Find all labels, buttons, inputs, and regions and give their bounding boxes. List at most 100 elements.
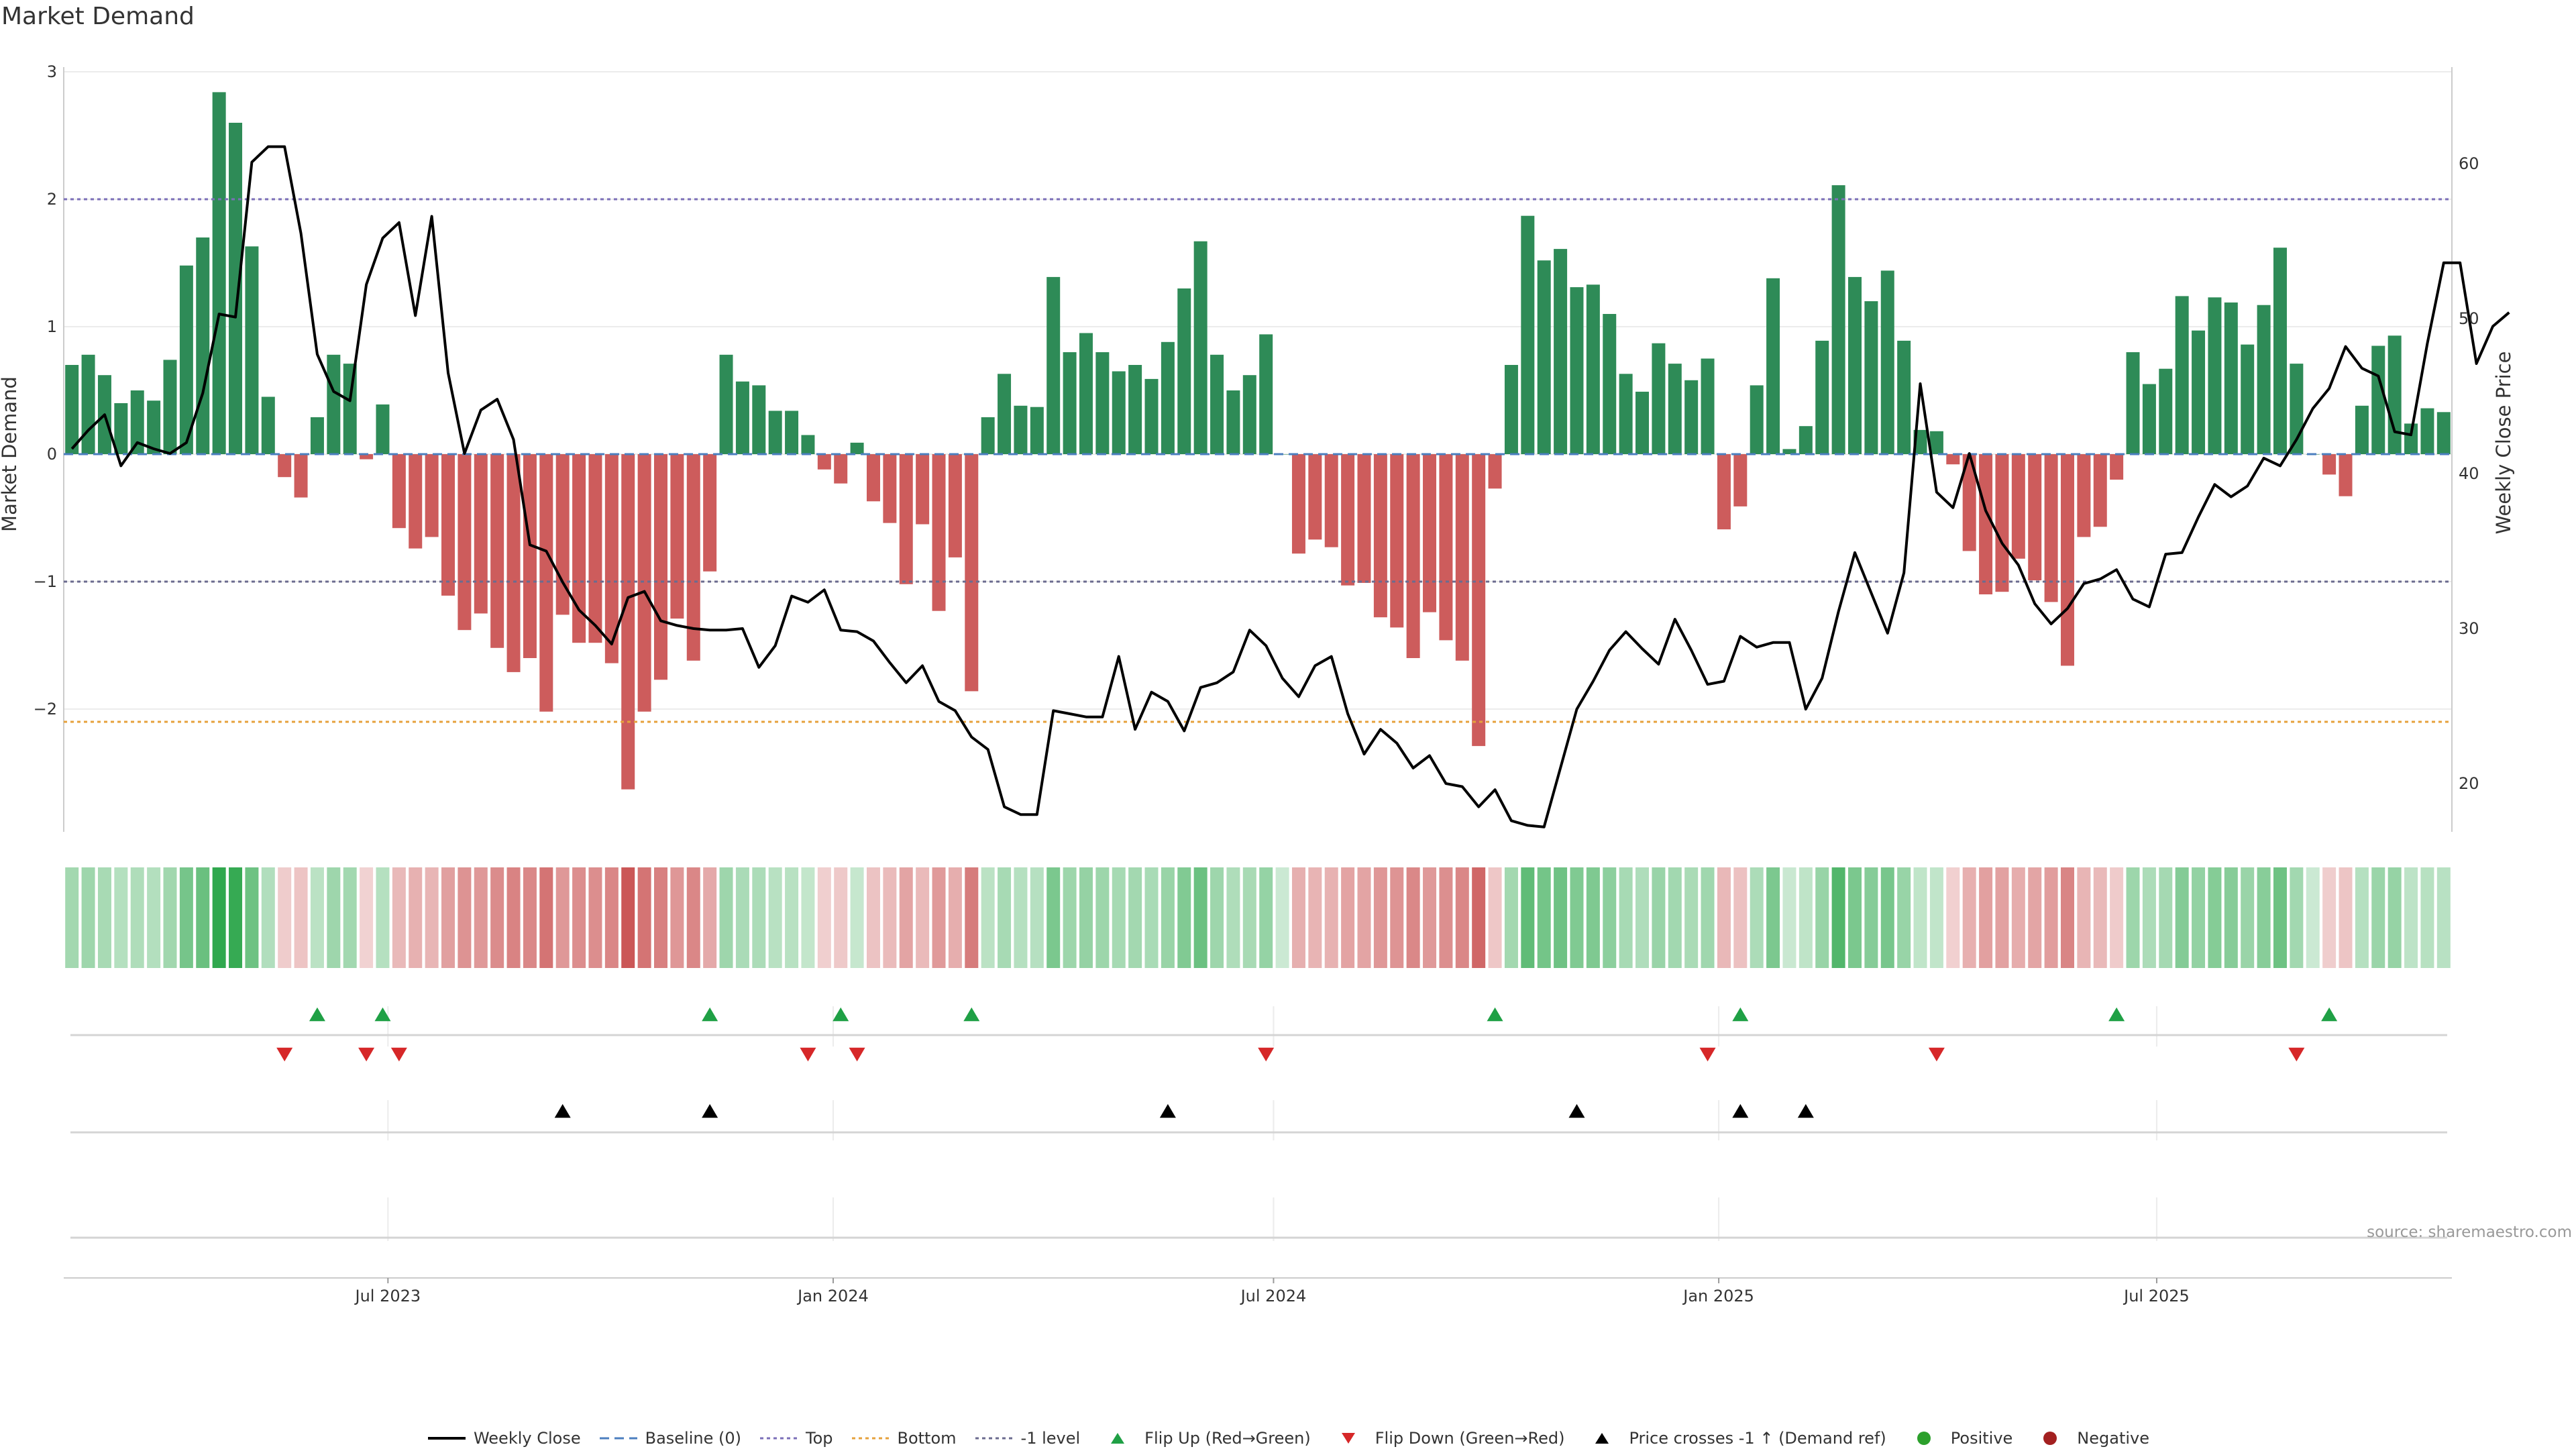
demand-bar bbox=[392, 454, 406, 529]
heat-cell bbox=[1521, 867, 1535, 968]
heat-cell bbox=[719, 867, 733, 968]
heat-cell bbox=[1864, 867, 1878, 968]
demand-bar bbox=[1095, 352, 1110, 454]
demand-bar bbox=[1668, 364, 1682, 454]
heat-cell bbox=[1603, 867, 1617, 968]
heat-cell bbox=[1635, 867, 1650, 968]
demand-bar bbox=[2436, 412, 2451, 454]
heat-cell bbox=[1455, 867, 1469, 968]
demand-bar bbox=[2339, 454, 2353, 496]
heat-cell bbox=[588, 867, 602, 968]
heat-cell bbox=[555, 867, 570, 968]
demand-bar bbox=[1046, 276, 1061, 454]
heat-cell bbox=[735, 867, 749, 968]
demand-bar bbox=[834, 454, 848, 484]
demand-bar bbox=[2060, 454, 2074, 666]
price-cross-marker bbox=[1797, 1104, 1814, 1118]
heat-cell bbox=[2093, 867, 2107, 968]
demand-bar bbox=[1259, 334, 1273, 454]
demand-bar bbox=[2387, 335, 2402, 454]
legend-swatch bbox=[975, 1437, 1013, 1440]
heat-cell bbox=[1095, 867, 1110, 968]
heat-cell bbox=[1946, 867, 1960, 968]
legend-item: Negative bbox=[2030, 1429, 2149, 1448]
legend-swatch bbox=[1595, 1433, 1609, 1444]
heat-cell bbox=[1423, 867, 1437, 968]
heat-cell bbox=[1913, 867, 1927, 968]
demand-bar bbox=[916, 454, 930, 525]
heat-cell bbox=[1766, 867, 1780, 968]
demand-bar bbox=[327, 354, 341, 454]
demand-bar bbox=[1014, 405, 1028, 454]
heat-cell bbox=[834, 867, 848, 968]
demand-bar bbox=[360, 454, 374, 460]
heat-cell bbox=[490, 867, 504, 968]
heat-cell bbox=[686, 867, 700, 968]
demand-bar bbox=[2044, 454, 2058, 602]
heat-cell bbox=[2126, 867, 2140, 968]
flip-down-marker bbox=[276, 1047, 293, 1062]
legend-swatch bbox=[1341, 1433, 1355, 1444]
demand-bar bbox=[1799, 426, 1813, 454]
demand-bar bbox=[1455, 454, 1469, 661]
demand-bar bbox=[114, 403, 128, 454]
heat-cell bbox=[817, 867, 831, 968]
demand-bar bbox=[1144, 378, 1159, 454]
flip-up-marker bbox=[1732, 1007, 1749, 1022]
legend-item: Weekly Close bbox=[427, 1429, 581, 1448]
demand-bar bbox=[1995, 454, 2009, 592]
heat-cell bbox=[703, 867, 717, 968]
heat-cell bbox=[2142, 867, 2156, 968]
heat-cell bbox=[768, 867, 782, 968]
demand-bar bbox=[506, 454, 521, 672]
heat-cell bbox=[1177, 867, 1191, 968]
legend-item: Top bbox=[759, 1429, 833, 1448]
heat-cell bbox=[1193, 867, 1208, 968]
heat-cell bbox=[899, 867, 913, 968]
demand-bar bbox=[65, 365, 79, 454]
heat-cell bbox=[2175, 867, 2189, 968]
heat-cell bbox=[425, 867, 439, 968]
demand-bar bbox=[81, 354, 95, 454]
heat-cell bbox=[278, 867, 292, 968]
demand-bar bbox=[1177, 288, 1191, 454]
demand-bar bbox=[376, 404, 390, 454]
demand-bar bbox=[179, 265, 193, 454]
heat-cell bbox=[2371, 867, 2385, 968]
heat-cell bbox=[1291, 867, 1305, 968]
demand-bar bbox=[2224, 302, 2238, 454]
heat-cell bbox=[1308, 867, 1322, 968]
heat-cell bbox=[2192, 867, 2206, 968]
demand-bar bbox=[130, 390, 144, 454]
demand-bar bbox=[245, 246, 259, 454]
demand-bar bbox=[1193, 241, 1208, 454]
heat-cell bbox=[1390, 867, 1404, 968]
demand-bar bbox=[2011, 454, 2025, 559]
heat-cell bbox=[2159, 867, 2173, 968]
heat-cell bbox=[2339, 867, 2353, 968]
heat-cell bbox=[409, 867, 423, 968]
heat-cell bbox=[1979, 867, 1993, 968]
heat-cell bbox=[212, 867, 226, 968]
demand-bar bbox=[883, 454, 897, 523]
demand-bar bbox=[278, 454, 292, 478]
heat-cell bbox=[1210, 867, 1224, 968]
heat-cell bbox=[179, 867, 193, 968]
demand-bar bbox=[409, 454, 423, 549]
demand-bar bbox=[948, 454, 962, 557]
heat-cell bbox=[1112, 867, 1126, 968]
flip-up-marker bbox=[374, 1007, 391, 1022]
heat-cell bbox=[1488, 867, 1502, 968]
demand-bar bbox=[1782, 449, 1796, 454]
heat-cell bbox=[1733, 867, 1748, 968]
heat-cell bbox=[2241, 867, 2255, 968]
demand-bar bbox=[1504, 365, 1518, 454]
demand-bar bbox=[1128, 365, 1142, 454]
demand-bar bbox=[1472, 454, 1486, 747]
legend-label: Baseline (0) bbox=[645, 1429, 741, 1448]
heat-cell bbox=[2387, 867, 2402, 968]
demand-bar bbox=[2404, 423, 2418, 454]
demand-bar bbox=[768, 411, 782, 454]
heat-cell bbox=[1079, 867, 1093, 968]
flip-down-marker bbox=[849, 1047, 865, 1062]
